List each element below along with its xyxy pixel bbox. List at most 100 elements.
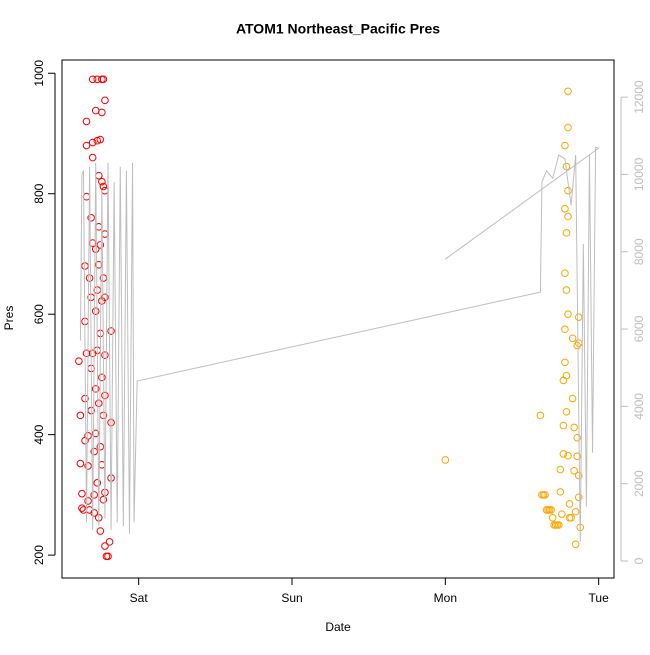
point (101, 351, 109, 359)
point (99, 495, 108, 504)
point (561, 325, 569, 334)
point (101, 293, 109, 302)
y2-tick-label: 12000 (632, 80, 646, 114)
point (547, 506, 555, 514)
point (570, 466, 578, 475)
point (571, 507, 580, 516)
point (536, 411, 545, 420)
series-line (79, 146, 600, 542)
point (105, 538, 114, 546)
point (571, 540, 580, 549)
point (568, 394, 577, 403)
point (562, 229, 571, 237)
point (564, 123, 572, 132)
point (558, 510, 566, 518)
x-axis-label: Date (325, 620, 351, 634)
point (88, 75, 97, 84)
point (556, 488, 565, 496)
point (104, 552, 112, 561)
point (561, 141, 569, 150)
point (565, 500, 574, 508)
y2-tick-label: 8000 (632, 238, 646, 265)
point (548, 513, 557, 522)
point (87, 214, 95, 222)
y2-tick-label: 10000 (632, 157, 646, 191)
point (564, 310, 572, 318)
point (96, 527, 105, 535)
point (574, 313, 583, 321)
point (561, 204, 569, 213)
point (559, 450, 568, 458)
point (93, 479, 102, 487)
point (567, 513, 575, 522)
point (96, 135, 105, 144)
point (98, 373, 106, 382)
y2-tick-label: 6000 (632, 315, 646, 342)
point (91, 307, 100, 315)
point (90, 491, 98, 499)
y-tick-label: 400 (32, 424, 46, 444)
point (559, 421, 568, 430)
point (570, 423, 578, 432)
point (107, 418, 115, 427)
x-tick-label: Mon (434, 591, 457, 605)
y-tick-label: 600 (32, 304, 46, 324)
point (85, 274, 94, 282)
point (84, 497, 92, 505)
point (568, 334, 577, 343)
point (76, 459, 85, 468)
y-axis-label: Pres (2, 306, 16, 331)
point (564, 212, 572, 221)
point (441, 456, 450, 464)
point (88, 138, 97, 147)
point (562, 371, 571, 380)
point (82, 117, 91, 126)
x-tick-label: Sun (281, 591, 302, 605)
y-tick-label: 800 (32, 183, 46, 203)
point (541, 491, 549, 499)
point (564, 451, 572, 460)
point (96, 241, 105, 249)
point (107, 327, 115, 335)
point (101, 96, 109, 105)
point (84, 432, 92, 440)
point (78, 489, 86, 498)
point (555, 521, 563, 529)
point (90, 509, 98, 517)
point (562, 407, 571, 416)
point (574, 471, 583, 480)
point (75, 357, 83, 365)
point (573, 433, 582, 442)
point (90, 447, 98, 456)
point (78, 504, 86, 512)
x-tick-label: Tue (589, 591, 610, 605)
point (96, 442, 105, 451)
point (556, 465, 565, 474)
y2-tick-label: 0 (632, 557, 646, 564)
point (561, 269, 569, 278)
point (564, 186, 572, 195)
y-tick-label: 200 (32, 545, 46, 565)
point (91, 245, 100, 253)
point (561, 358, 569, 367)
point (98, 177, 106, 186)
point (98, 108, 106, 117)
point (88, 153, 97, 162)
y2-tick-label: 4000 (632, 393, 646, 420)
point (101, 542, 109, 550)
point (562, 286, 571, 294)
point (573, 452, 582, 461)
plot-box (61, 59, 615, 579)
point (84, 462, 92, 470)
point (564, 87, 572, 96)
x-tick-label: Sat (130, 591, 149, 605)
point (99, 182, 108, 191)
chart-title: ATOM1 Northeast_Pacific Pres (236, 21, 440, 37)
point (82, 141, 91, 150)
point (91, 385, 100, 393)
y2-tick-label: 2000 (632, 470, 646, 497)
point (101, 391, 109, 400)
point (99, 75, 108, 84)
